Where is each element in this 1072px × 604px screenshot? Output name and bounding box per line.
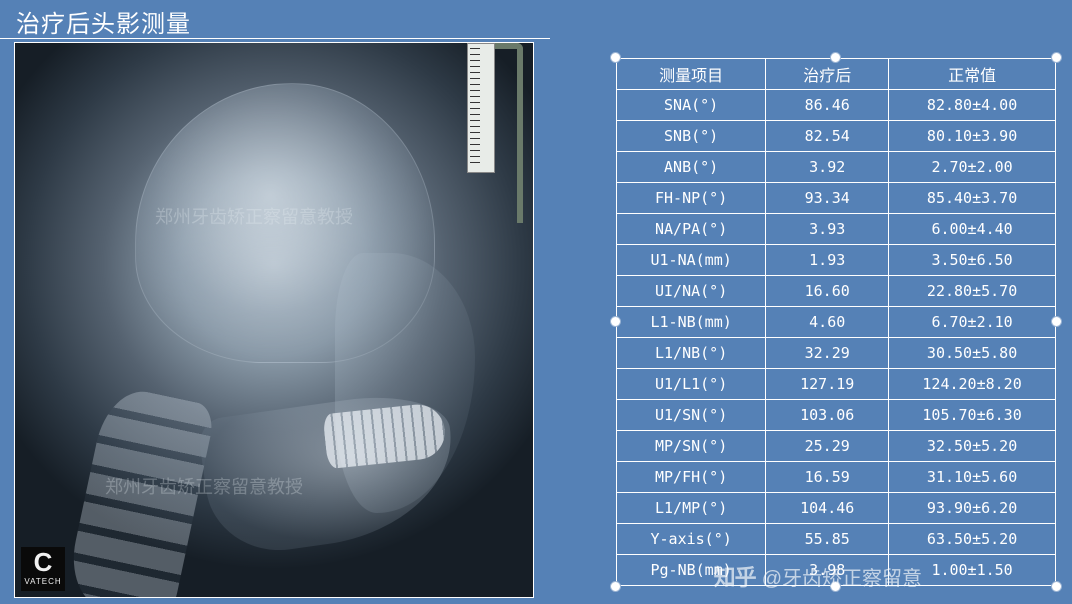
table-cell: NA/PA(°) — [617, 214, 766, 245]
table-cell: U1/SN(°) — [617, 400, 766, 431]
table-cell: 124.20±8.20 — [889, 369, 1056, 400]
table-cell: 80.10±3.90 — [889, 121, 1056, 152]
table-cell: ANB(°) — [617, 152, 766, 183]
table-row: L1/MP(°)104.4693.90±6.20 — [617, 493, 1056, 524]
table-cell: L1/MP(°) — [617, 493, 766, 524]
table-cell: 86.46 — [766, 90, 889, 121]
table-cell: 104.46 — [766, 493, 889, 524]
table-cell: 2.70±2.00 — [889, 152, 1056, 183]
resize-handle-ml[interactable] — [610, 316, 621, 327]
table-cell: 93.90±6.20 — [889, 493, 1056, 524]
table-row: U1-NA(mm)1.933.50±6.50 — [617, 245, 1056, 276]
table-cell: SNA(°) — [617, 90, 766, 121]
table-cell: L1/NB(°) — [617, 338, 766, 369]
table-row: UI/NA(°)16.6022.80±5.70 — [617, 276, 1056, 307]
resize-handle-tr[interactable] — [1051, 52, 1062, 63]
table-row: L1-NB(mm)4.606.70±2.10 — [617, 307, 1056, 338]
table-cell: 82.54 — [766, 121, 889, 152]
table-cell: 16.60 — [766, 276, 889, 307]
table-cell: 103.06 — [766, 400, 889, 431]
zhihu-watermark: 知乎 @牙齿矫正察留意 — [714, 560, 922, 592]
table-cell: 31.10±5.60 — [889, 462, 1056, 493]
table-cell: 32.29 — [766, 338, 889, 369]
resize-handle-tl[interactable] — [610, 52, 621, 63]
table-cell: FH-NP(°) — [617, 183, 766, 214]
table-cell: 30.50±5.80 — [889, 338, 1056, 369]
table-cell: 22.80±5.70 — [889, 276, 1056, 307]
xray-frame: 郑州牙齿矫正察留意教授 郑州牙齿矫正察留意教授 C VATECH — [14, 42, 534, 598]
resize-handle-tc[interactable] — [830, 52, 841, 63]
col-header-normal: 正常值 — [889, 59, 1056, 90]
table-cell: 93.34 — [766, 183, 889, 214]
table-row: U1/SN(°)103.06105.70±6.30 — [617, 400, 1056, 431]
xray-image: 郑州牙齿矫正察留意教授 郑州牙齿矫正察留意教授 C VATECH — [15, 43, 533, 597]
table-cell: UI/NA(°) — [617, 276, 766, 307]
headrest-bracket — [493, 43, 523, 223]
measurements-table-wrap[interactable]: 测量项目 治疗后 正常值 SNA(°)86.4682.80±4.00SNB(°)… — [616, 58, 1056, 586]
table-cell: 6.00±4.40 — [889, 214, 1056, 245]
table-cell: 127.19 — [766, 369, 889, 400]
table-row: L1/NB(°)32.2930.50±5.80 — [617, 338, 1056, 369]
table-cell: 25.29 — [766, 431, 889, 462]
badge-brand: VATECH — [21, 577, 65, 587]
table-cell: Y-axis(°) — [617, 524, 766, 555]
table-cell: 105.70±6.30 — [889, 400, 1056, 431]
badge-letter: C — [21, 547, 65, 577]
table-cell: U1/L1(°) — [617, 369, 766, 400]
table-cell: 85.40±3.70 — [889, 183, 1056, 214]
page-title: 治疗后头影测量 — [16, 4, 191, 39]
table-cell: 6.70±2.10 — [889, 307, 1056, 338]
table-body: SNA(°)86.4682.80±4.00SNB(°)82.5480.10±3.… — [617, 90, 1056, 586]
table-cell: 1.93 — [766, 245, 889, 276]
table-row: U1/L1(°)127.19124.20±8.20 — [617, 369, 1056, 400]
resize-handle-br[interactable] — [1051, 581, 1062, 592]
table-row: SNA(°)86.4682.80±4.00 — [617, 90, 1056, 121]
calibration-ruler — [467, 43, 495, 173]
table-cell: L1-NB(mm) — [617, 307, 766, 338]
xray-watermark-1: 郑州牙齿矫正察留意教授 — [155, 203, 353, 229]
table-row: NA/PA(°)3.936.00±4.40 — [617, 214, 1056, 245]
table-cell: SNB(°) — [617, 121, 766, 152]
table-cell: 3.50±6.50 — [889, 245, 1056, 276]
table-row: MP/FH(°)16.5931.10±5.60 — [617, 462, 1056, 493]
xray-watermark-2: 郑州牙齿矫正察留意教授 — [105, 473, 303, 499]
table-cell: 16.59 — [766, 462, 889, 493]
zhihu-logo-icon: 知乎 — [714, 560, 756, 592]
table-cell: 82.80±4.00 — [889, 90, 1056, 121]
table-cell: 3.92 — [766, 152, 889, 183]
col-header-item: 测量项目 — [617, 59, 766, 90]
col-header-after: 治疗后 — [766, 59, 889, 90]
measurements-table: 测量项目 治疗后 正常值 SNA(°)86.4682.80±4.00SNB(°)… — [616, 58, 1056, 586]
table-cell: 3.93 — [766, 214, 889, 245]
table-cell: MP/FH(°) — [617, 462, 766, 493]
title-underline — [0, 38, 550, 39]
table-row: MP/SN(°)25.2932.50±5.20 — [617, 431, 1056, 462]
table-row: FH-NP(°)93.3485.40±3.70 — [617, 183, 1056, 214]
resize-handle-bl[interactable] — [610, 581, 621, 592]
table-header-row: 测量项目 治疗后 正常值 — [617, 59, 1056, 90]
table-cell: 32.50±5.20 — [889, 431, 1056, 462]
table-cell: 63.50±5.20 — [889, 524, 1056, 555]
zhihu-author: @牙齿矫正察留意 — [762, 562, 922, 591]
table-cell: 55.85 — [766, 524, 889, 555]
table-cell: 4.60 — [766, 307, 889, 338]
vatech-badge: C VATECH — [21, 547, 65, 591]
table-row: SNB(°)82.5480.10±3.90 — [617, 121, 1056, 152]
table-cell: U1-NA(mm) — [617, 245, 766, 276]
table-row: ANB(°)3.922.70±2.00 — [617, 152, 1056, 183]
table-cell: MP/SN(°) — [617, 431, 766, 462]
resize-handle-mr[interactable] — [1051, 316, 1062, 327]
table-row: Y-axis(°)55.8563.50±5.20 — [617, 524, 1056, 555]
